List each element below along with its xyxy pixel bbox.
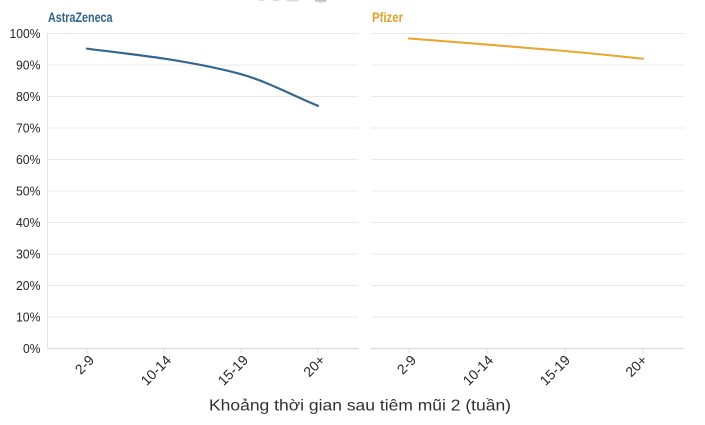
svg-text:100%: 100% — [10, 26, 41, 41]
svg-text:90%: 90% — [16, 58, 41, 73]
svg-text:Khoảng thời gian sau tiêm mũi: Khoảng thời gian sau tiêm mũi 2 (tuần) — [209, 398, 511, 415]
svg-text:10%: 10% — [16, 310, 41, 325]
svg-text:60%: 60% — [16, 152, 41, 167]
svg-text:70%: 70% — [16, 121, 41, 136]
svg-text:30%: 30% — [16, 247, 41, 262]
svg-text:Pfizer: Pfizer — [372, 9, 403, 25]
svg-text:50%: 50% — [16, 184, 41, 199]
svg-text:0%: 0% — [23, 341, 41, 356]
svg-text:40%: 40% — [16, 215, 41, 230]
svg-text:80%: 80% — [16, 89, 41, 104]
svg-text:20%: 20% — [16, 278, 41, 293]
svg-text:AstraZeneca: AstraZeneca — [48, 9, 113, 25]
